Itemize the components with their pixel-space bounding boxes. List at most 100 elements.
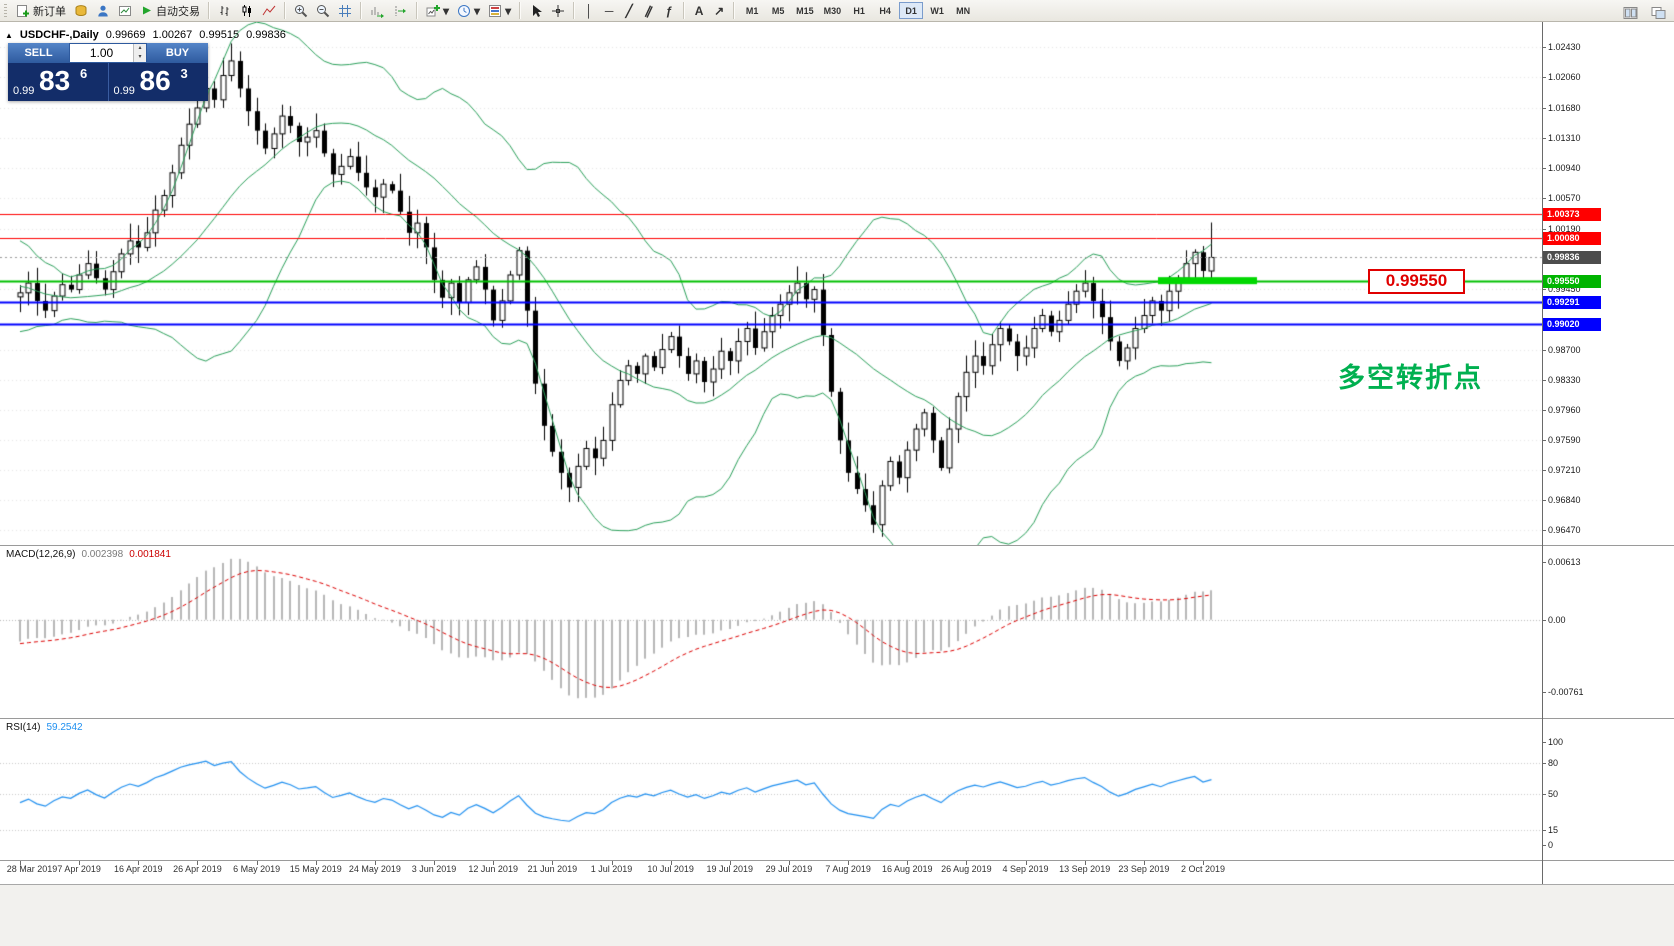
text-tool-button[interactable]: A — [689, 1, 709, 21]
timeframe-m15-button[interactable]: M15 — [796, 5, 814, 16]
date-axis-tick — [375, 861, 376, 865]
price-axis-tick — [1542, 289, 1546, 290]
fibonacci-tool-button[interactable]: ƒ — [659, 1, 679, 21]
timeframe-w1-button[interactable]: W1 — [930, 5, 944, 16]
panel-divider[interactable] — [0, 718, 1674, 719]
lot-stepper: ▴ ▾ — [133, 44, 146, 62]
symbol-header: ▲ USDCHF-,Daily 0.99669 1.00267 0.99515 … — [5, 29, 286, 41]
price-axis-label: 1.02060 — [1548, 72, 1581, 83]
sell-button[interactable]: SELL — [8, 43, 69, 63]
toolbar-grip[interactable] — [4, 3, 7, 18]
rsi-panel-canvas[interactable] — [0, 719, 1542, 860]
vertical-line-tool-button[interactable]: │ — [579, 1, 599, 21]
trendline-tool-button[interactable]: ╱ — [619, 1, 639, 21]
accounts-button[interactable] — [92, 1, 114, 21]
sell-price-display[interactable]: 0.99 83 6 — [8, 63, 109, 101]
new-order-button[interactable]: 新订单 — [12, 1, 70, 21]
zoom-in-button[interactable] — [290, 1, 312, 21]
coins-icon — [74, 4, 88, 18]
timeframe-h1-button[interactable]: H1 — [853, 5, 865, 16]
price-axis-label: 0.97210 — [1548, 465, 1581, 476]
toolbar-separator — [733, 2, 736, 19]
panel-divider[interactable] — [0, 545, 1674, 546]
date-axis-label: 7 Apr 2019 — [57, 864, 101, 874]
date-axis-tick — [848, 861, 849, 865]
lot-size-value[interactable]: 1.00 — [89, 46, 114, 60]
autotrading-button[interactable]: 自动交易 — [136, 1, 204, 21]
new-chart-button[interactable]: ▾ — [422, 1, 453, 21]
auto-scroll-button[interactable] — [366, 1, 389, 21]
crosshair-tool-button[interactable] — [547, 1, 569, 21]
price-axis-label: 0.98700 — [1548, 344, 1581, 355]
zoom-out-button[interactable] — [312, 1, 334, 21]
navigator-button[interactable] — [114, 1, 136, 21]
bar-chart-icon — [218, 4, 232, 18]
timeframe-h4-button[interactable]: H4 — [879, 5, 891, 16]
periods-button[interactable]: ▾ — [453, 1, 484, 21]
macd-header: MACD(12,26,9) 0.002398 0.001841 — [6, 549, 171, 560]
sell-price-small: 0.99 — [13, 85, 35, 97]
date-axis-tick — [552, 861, 553, 865]
price-axis-label: 0.98330 — [1548, 374, 1581, 385]
chart-shift-button[interactable] — [389, 1, 412, 21]
templates-button[interactable]: ▾ — [484, 1, 515, 21]
toolbar-separator — [519, 2, 522, 19]
zoom-out-icon — [316, 4, 330, 18]
buy-price-display[interactable]: 0.99 86 3 — [109, 63, 209, 101]
date-axis-tick — [1026, 861, 1027, 865]
macd-signal-value: 0.001841 — [129, 549, 171, 560]
lot-size-field[interactable]: 1.00 ▴ ▾ — [69, 43, 147, 63]
lot-decrement-button[interactable]: ▾ — [134, 53, 146, 62]
macd-panel-canvas[interactable] — [0, 546, 1542, 718]
current-price-tag: 0.99836 — [1543, 251, 1601, 265]
date-axis-label: 3 Jun 2019 — [411, 864, 457, 874]
collapse-icon[interactable]: ▲ — [5, 30, 13, 40]
price-axis-label: 0.96470 — [1548, 525, 1581, 536]
panel-divider[interactable] — [0, 860, 1674, 861]
line-chart-icon — [262, 4, 276, 18]
lot-increment-button[interactable]: ▴ — [134, 44, 146, 53]
price-level-callout[interactable]: 0.99550 — [1368, 268, 1465, 294]
timeframe-mn-button[interactable]: MN — [956, 5, 971, 16]
date-axis-tick — [612, 861, 613, 865]
timeframe-d1-button[interactable]: D1 — [899, 2, 924, 19]
channel-tool-button[interactable]: ∥ — [639, 1, 659, 21]
timeframe-m1-button[interactable]: M1 — [745, 5, 759, 16]
cascade-windows-button[interactable] — [1647, 3, 1670, 23]
timeframe-m5-button[interactable]: M5 — [771, 5, 785, 16]
price-axis-tick — [1542, 229, 1546, 230]
main-chart-canvas[interactable] — [0, 22, 1542, 545]
sell-price-sup: 6 — [80, 66, 88, 81]
chart-window-icon — [118, 4, 132, 18]
tile-windows-button[interactable] — [1619, 3, 1642, 23]
cascade-windows-icon — [1651, 6, 1666, 20]
macd-axis-tick — [1542, 692, 1546, 693]
date-axis-tick — [434, 861, 435, 865]
market-watch-button[interactable] — [70, 1, 92, 21]
arrows-tool-button[interactable]: ↗ — [709, 1, 729, 21]
dropdown-arrow-icon: ▾ — [474, 3, 481, 18]
price-axis-line — [1542, 22, 1543, 884]
timeframe-m30-button[interactable]: M30 — [823, 5, 842, 16]
price-axis-tick — [1542, 138, 1546, 139]
buy-button[interactable]: BUY — [147, 43, 208, 63]
rsi-value: 59.2542 — [46, 722, 83, 733]
bar-chart-mode-button[interactable] — [214, 1, 236, 21]
cursor-tool-button[interactable] — [525, 1, 547, 21]
horizontal-line-tool-button[interactable]: ─ — [599, 1, 619, 21]
candlestick-mode-button[interactable] — [236, 1, 258, 21]
price-line-tag: 0.99291 — [1543, 295, 1601, 309]
date-axis-tick — [789, 861, 790, 865]
toolbar-separator — [284, 2, 286, 19]
date-axis-tick — [493, 861, 494, 865]
price-axis-tick — [1542, 108, 1546, 109]
date-axis-tick — [730, 861, 731, 865]
macd-axis-tick — [1542, 620, 1546, 621]
price-axis-tick — [1542, 168, 1546, 169]
line-chart-mode-button[interactable] — [258, 1, 280, 21]
macd-axis-label: -0.00761 — [1548, 686, 1584, 697]
rsi-axis-label: 100 — [1548, 737, 1564, 747]
toolbar-separator — [208, 2, 210, 19]
grid-toggle-button[interactable] — [334, 1, 356, 21]
chart-annotation-text[interactable]: 多空转折点 — [1338, 363, 1483, 393]
